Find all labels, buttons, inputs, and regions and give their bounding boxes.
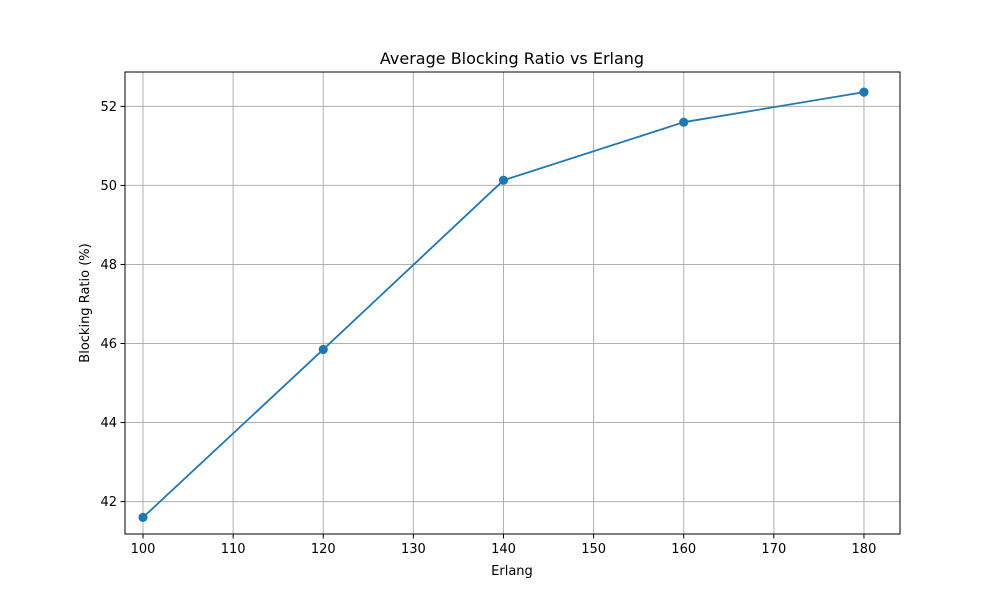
y-tick-label: 50 [100, 179, 117, 194]
data-point [679, 117, 689, 127]
data-point [318, 344, 328, 355]
x-tick-label: 180 [852, 542, 877, 557]
data-point [859, 87, 869, 97]
y-tick-label: 48 [100, 258, 117, 273]
x-tick-label: 120 [311, 542, 336, 557]
x-axis-label: Erlang [491, 564, 533, 579]
y-axis: 42 44 46 48 50 52 [100, 100, 125, 510]
x-tick-label: 140 [491, 542, 516, 557]
data-point [498, 175, 509, 185]
plot-area [125, 72, 900, 534]
x-tick-label: 150 [581, 542, 606, 557]
data-point [138, 512, 148, 523]
x-tick-label: 160 [671, 542, 696, 557]
chart-title: Average Blocking Ratio vs Erlang [380, 49, 644, 68]
y-axis-label: Blocking Ratio (%) [78, 243, 93, 362]
y-tick-label: 52 [100, 100, 117, 115]
x-tick-label: 110 [221, 542, 246, 557]
y-tick-label: 44 [100, 416, 117, 431]
x-tick-label: 100 [131, 542, 156, 557]
series-layer [138, 87, 869, 523]
y-tick-label: 46 [100, 337, 117, 352]
x-axis: 100 110 120 130 140 150 160 170 180 [131, 534, 877, 557]
grid [125, 72, 900, 534]
y-tick-label: 42 [100, 495, 117, 510]
plot-frame [124, 71, 901, 535]
x-tick-label: 130 [401, 542, 426, 557]
x-tick-label: 170 [761, 542, 786, 557]
